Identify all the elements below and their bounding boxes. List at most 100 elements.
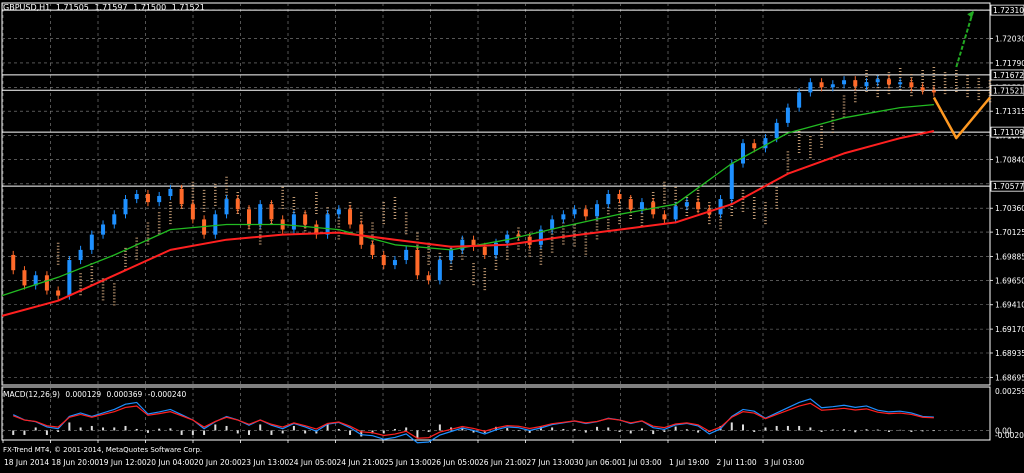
price-level-label: 1.71109 (993, 128, 1024, 137)
candle-body (348, 209, 353, 225)
macd-label: MACD(12,26,9) 0.000129 0.000369 -0.00024… (3, 390, 189, 399)
time-label: 2 Jul 11:00 (717, 458, 757, 467)
time-label: 26 Jun 21:00 (479, 458, 527, 467)
candle-body (639, 202, 644, 210)
projection-line (932, 96, 991, 140)
candle-body (78, 249, 83, 261)
time-label: 1 Jul 19:00 (669, 458, 709, 467)
candle-body (662, 214, 667, 220)
indicator-panel-border (1, 386, 991, 441)
time-label: 24 Jun 05:00 (289, 458, 337, 467)
macd-axis-label: -0.002090 (995, 431, 1024, 440)
macd-value-main: 0.000129 (65, 390, 102, 399)
price-label: 1.71315 (995, 107, 1024, 116)
candle-body (494, 242, 498, 255)
candle-body (550, 219, 555, 230)
candle-body (213, 214, 218, 235)
candle-body (168, 188, 173, 197)
time-label: 1 Jul 03:00 (622, 458, 662, 467)
candle-body (628, 199, 633, 210)
price-label: 1.69885 (995, 252, 1024, 261)
candle-body (931, 90, 936, 93)
candle-body (763, 138, 768, 149)
price-level-label: 1.71672 (993, 71, 1024, 80)
candle-body (505, 234, 510, 243)
time-label: 23 Jun 13:00 (242, 458, 290, 467)
candle-body (392, 260, 397, 266)
candle-body (157, 196, 162, 203)
time-label: 20 Jun 04:00 (147, 458, 195, 467)
candle-body (190, 204, 195, 220)
candle-body (830, 84, 835, 88)
price-label: 1.69650 (995, 276, 1024, 285)
macd-value-signal: 0.000369 (106, 390, 143, 399)
price-label: 1.70360 (995, 204, 1024, 213)
candle-body (920, 87, 925, 91)
candle-body (538, 229, 543, 245)
ohlc-open: 1.71505 (55, 3, 89, 12)
time-label: 25 Jun 13:00 (384, 458, 432, 467)
ichimoku-cloud (56, 67, 992, 306)
candle-body (449, 249, 454, 261)
time-label: 30 Jun 06:00 (574, 458, 622, 467)
projected-arrow-line (955, 10, 975, 68)
candle-body (22, 270, 27, 286)
price-level-box (990, 84, 1024, 96)
candle-body (269, 204, 274, 220)
candle-body (291, 214, 296, 230)
candle-body (11, 254, 16, 271)
candle-body (370, 244, 375, 255)
ohlc-close: 1.71521 (171, 3, 205, 12)
candle-body (875, 79, 880, 83)
candle-body (303, 214, 308, 225)
candle-body (258, 204, 263, 225)
candle-body (909, 82, 914, 88)
candle-body (112, 214, 117, 225)
copyright-watermark: FX-Trend MT4, © 2001-2014, MetaQuotes So… (3, 446, 203, 454)
candle-body (898, 82, 903, 85)
candle-body (437, 260, 442, 281)
chart-title: GBPUSD,H1 1.71505 1.71597 1.71500 1.7152… (3, 3, 208, 12)
candle-body (224, 199, 229, 215)
candle-body (33, 275, 38, 286)
candle-body (583, 209, 588, 217)
candle-body (325, 214, 330, 235)
time-label: 19 Jun 12:00 (99, 458, 147, 467)
candle-body (381, 254, 386, 266)
candle-body (235, 199, 240, 210)
time-label: 18 Jun 20:00 (52, 458, 100, 467)
candle-body (797, 92, 802, 108)
ohlc-high: 1.71597 (94, 3, 128, 12)
candle-body (595, 204, 600, 217)
main-panel-border (1, 2, 991, 386)
candle-body (886, 79, 891, 85)
macd-axis-label: 0.00 (995, 426, 1012, 435)
slow-moving-average-line (1, 103, 934, 297)
candle-body (426, 275, 431, 281)
candle-body (606, 194, 611, 205)
ohlc-low: 1.71500 (133, 3, 167, 12)
price-label: 1.72030 (995, 35, 1024, 44)
candle-body (44, 275, 49, 291)
candle-body (572, 209, 577, 215)
candle-body (123, 199, 128, 215)
candle-body (741, 143, 745, 164)
price-level-label: 1.70577 (993, 182, 1024, 191)
candle-body (853, 80, 858, 87)
price-label: 1.70840 (995, 155, 1024, 164)
price-label: 1.69170 (995, 325, 1024, 334)
price-level-box (990, 69, 1024, 81)
candle-body (718, 199, 723, 215)
candle-body (864, 82, 869, 87)
candles (11, 75, 936, 300)
candle-body (404, 249, 409, 261)
candle-body (145, 194, 150, 203)
candle-body (684, 202, 689, 207)
price-label: 1.71790 (995, 59, 1024, 68)
candle-body (56, 290, 61, 296)
candle-body (819, 82, 824, 88)
symbol-timeframe: GBPUSD,H1 (3, 3, 51, 12)
price-label: 1.68935 (995, 349, 1024, 358)
